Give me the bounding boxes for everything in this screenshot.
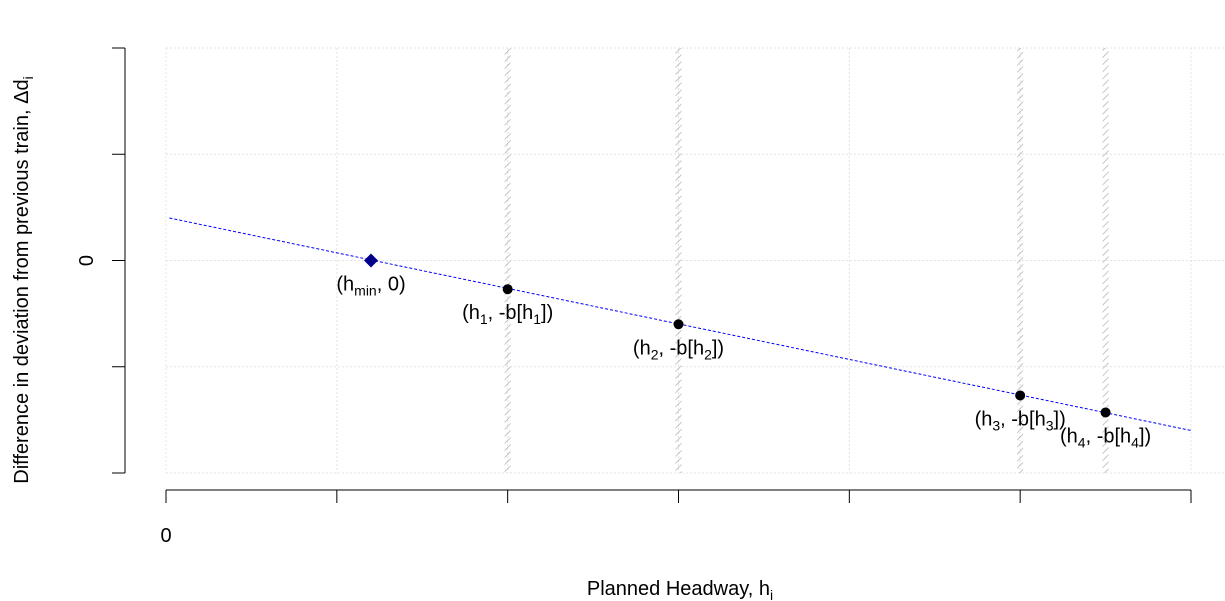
point-label: (h4, -b[h4]): [1060, 425, 1151, 450]
point-diamond: [364, 253, 378, 268]
shaded-vertical: [675, 48, 682, 473]
shaded-verticals: [504, 48, 1109, 473]
shaded-vertical: [1017, 48, 1024, 473]
point: [673, 319, 684, 330]
point: [1100, 407, 1111, 418]
point-label: (hmin, 0): [336, 274, 405, 299]
x-tick-label: 0: [160, 525, 171, 547]
data-points: [364, 253, 1111, 418]
x-axis-label: Planned Headway, hi: [587, 578, 773, 601]
point: [502, 284, 513, 295]
point-label: (h2, -b[h2]): [633, 337, 724, 362]
axes: 00: [76, 47, 1192, 547]
point-label: (h3, -b[h3]): [975, 408, 1066, 433]
shaded-vertical: [1102, 48, 1109, 473]
y-axis-label: Difference in deviation from previous tr…: [11, 76, 36, 483]
y-tick-label: 0: [76, 255, 98, 266]
grid: [165, 47, 1225, 474]
point-labels: (hmin, 0) (h1, -b[h1]) (h2, -b[h2]) (h3, -b…: [336, 274, 1151, 451]
point-label: (h1, -b[h1]): [462, 302, 553, 327]
shaded-vertical: [504, 48, 511, 473]
point: [1015, 390, 1026, 401]
